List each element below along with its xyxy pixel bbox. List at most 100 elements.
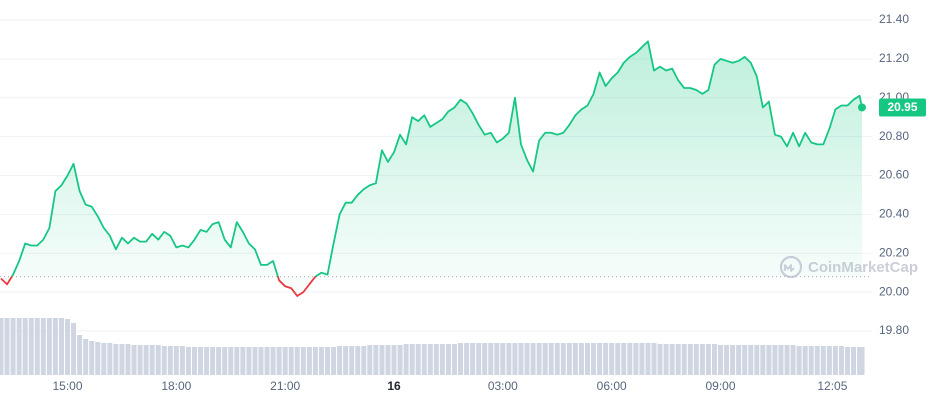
volume-bar	[421, 344, 427, 375]
x-tick-label: 15:00	[52, 379, 82, 393]
volume-bar	[464, 343, 470, 375]
volume-bar	[173, 346, 179, 375]
volume-bar	[294, 347, 300, 375]
volume-bar	[663, 344, 669, 375]
volume-bar	[554, 343, 560, 375]
volume-bar	[16, 318, 22, 375]
volume-bar	[64, 319, 71, 375]
volume-bar	[331, 347, 337, 375]
volume-bar	[137, 345, 143, 375]
volume-bar	[445, 344, 451, 375]
volume-bar	[766, 345, 772, 375]
volume-bar	[687, 344, 693, 375]
volume-bar	[391, 345, 397, 375]
watermark: CoinMarketCap	[779, 255, 918, 279]
volume-bar	[494, 343, 500, 375]
volume-bar	[826, 346, 832, 375]
watermark-text: CoinMarketCap	[808, 259, 918, 276]
volume-bar	[379, 345, 385, 375]
volume-bar	[633, 343, 639, 375]
volume-bar	[657, 344, 663, 375]
volume-bar	[639, 343, 645, 375]
volume-bar	[95, 342, 101, 375]
volume-bar	[270, 347, 276, 375]
price-area	[1, 41, 862, 297]
volume-bar	[844, 347, 850, 375]
volume-bar	[572, 343, 578, 375]
volume-bar	[718, 345, 724, 375]
volume-bar	[693, 344, 699, 375]
volume-bar	[0, 318, 4, 375]
volume-bar	[476, 343, 482, 375]
volume-bar	[10, 318, 16, 375]
volume-bar	[500, 343, 506, 375]
volume-bar	[808, 346, 814, 375]
volume-bar	[851, 347, 857, 375]
volume-bar	[161, 346, 167, 375]
volume-bar	[258, 347, 264, 375]
volume-bar	[71, 323, 77, 375]
x-tick-label: 16	[387, 379, 401, 393]
volume-bar	[615, 343, 621, 375]
volume-bar	[101, 343, 107, 375]
y-tick-label: 21.20	[879, 51, 909, 65]
y-tick-label: 19.80	[879, 323, 909, 337]
volume-bar	[542, 343, 548, 375]
volume-bar	[699, 344, 705, 375]
volume-bar	[179, 346, 185, 375]
volume-bar	[784, 345, 790, 375]
volume-bar	[512, 343, 518, 375]
volume-bar	[306, 347, 312, 375]
volume-bar	[669, 344, 675, 375]
x-tick-label: 06:00	[597, 379, 627, 393]
volume-bar	[736, 345, 742, 375]
x-tick-label: 03:00	[488, 379, 518, 393]
volume-bar	[560, 343, 566, 375]
volume-bar	[597, 343, 603, 375]
volume-bar	[288, 347, 294, 375]
volume-bar	[681, 344, 687, 375]
volume-bar	[234, 347, 240, 375]
volume-bar	[191, 347, 197, 375]
volume-bar	[675, 344, 681, 375]
volume-bar	[760, 345, 766, 375]
volume-bar	[361, 346, 367, 375]
volume-bar	[754, 345, 760, 375]
volume-bar	[409, 344, 415, 375]
volume-bar	[742, 345, 748, 375]
x-tick-label: 12:05	[817, 379, 847, 393]
volume-bar	[228, 347, 234, 375]
y-tick-label: 20.20	[879, 245, 909, 259]
volume-bar	[343, 346, 349, 375]
volume-bar	[58, 318, 64, 375]
volume-bar	[77, 335, 83, 375]
volume-bar	[185, 347, 191, 375]
volume-bar	[470, 343, 476, 375]
volume-bar	[397, 345, 403, 375]
y-tick-label: 20.80	[879, 129, 909, 143]
volume-bar	[22, 318, 28, 375]
volume-bar	[337, 346, 343, 375]
volume-bar	[530, 343, 536, 375]
volume-bar	[210, 347, 216, 375]
volume-bar	[548, 343, 554, 375]
volume-bar	[373, 345, 379, 375]
volume-bar	[52, 318, 58, 375]
volume-bar	[198, 347, 204, 375]
volume-bar	[524, 343, 530, 375]
volume-bar	[324, 347, 331, 375]
volume-bar	[222, 347, 228, 375]
volume-bar	[216, 347, 222, 375]
volume-bar	[300, 347, 306, 375]
volume-bar	[167, 346, 173, 375]
volume-bar	[264, 347, 270, 375]
volume-bar	[506, 343, 512, 375]
volume-bar	[482, 343, 488, 375]
price-line	[0, 40, 863, 297]
volume-bar	[536, 343, 542, 375]
volume-bar	[439, 344, 445, 375]
volume-bar	[451, 344, 457, 375]
volume-bar	[113, 344, 119, 375]
volume-bar	[46, 318, 52, 375]
